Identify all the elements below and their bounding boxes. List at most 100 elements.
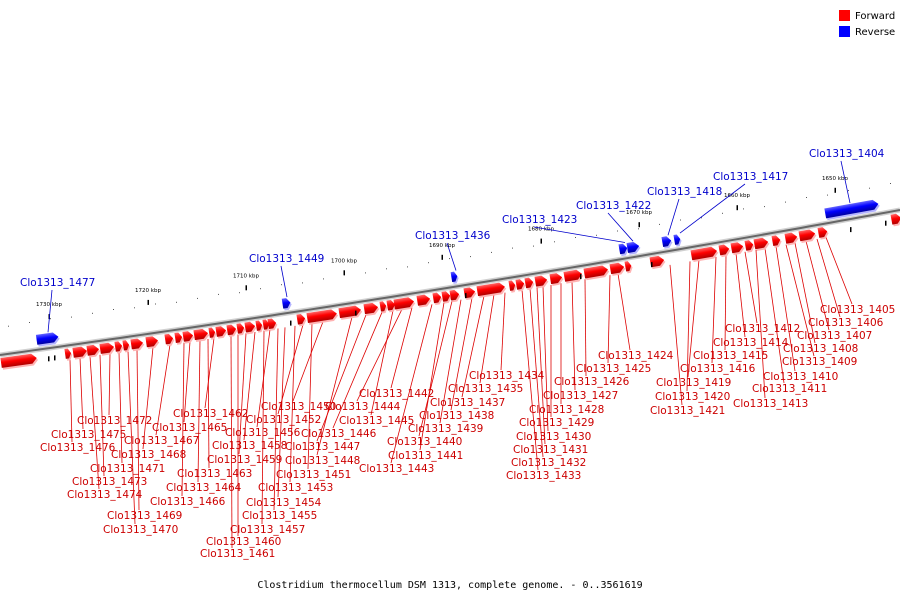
scale-tick-label: 1730 kbp [36,302,62,308]
leader-line [142,347,154,450]
scale-dot [428,262,429,264]
gene-label: Clo1313_1461 [200,548,275,560]
forward-gene-arrow [226,324,238,338]
gene-label: Clo1313_1454 [246,497,322,509]
gene-label: Clo1313_1456 [225,427,301,439]
forward-gene-arrow [296,314,307,327]
gene-label: Clo1313_1455 [242,510,317,522]
leader-line [711,256,717,364]
gene-label: Clo1313_1430 [516,431,591,443]
forward-gene-arrow [416,294,432,308]
forward-gene-arrow [130,338,145,352]
scale-dot [827,194,828,196]
gene-label: Clo1313_1451 [276,469,351,481]
scale-dot [596,234,597,236]
leader-line [204,338,215,409]
scale-dot [806,197,807,198]
feature-mark [355,310,357,316]
forward-gene-arrow [267,318,278,331]
leader-line [667,198,680,236]
gene-label: Clo1313_1457 [230,524,305,536]
forward-gene-arrow [236,323,246,336]
leader-line [136,349,140,511]
scale-dot [92,312,93,314]
gene-label: Clo1313_1467 [124,435,199,447]
scale-tick-label: 1650 kbp [822,176,848,182]
gene-label: Clo1313_1404 [809,148,885,160]
scale-dot [323,278,324,280]
gene-label: Clo1313_1471 [90,463,165,475]
scale-tick [540,238,542,244]
feature-mark [580,274,582,280]
gene-label: Clo1313_1472 [77,415,152,427]
gene-label: Clo1313_1432 [511,457,586,469]
leader-line [356,309,403,402]
gene-label: Clo1313_1466 [150,496,226,508]
scale-dot [386,268,387,270]
leader-line [390,304,433,464]
forward-gene-arrow [563,269,584,284]
leader-line [418,301,453,437]
forward-gene-arrow [817,227,829,240]
reverse-gene-arrow [618,243,629,257]
legend-reverse-label: Reverse [855,27,895,38]
forward-gene-arrow [122,340,131,353]
gene-label: Clo1313_1417 [713,171,788,183]
feature-mark [290,320,292,326]
feature-mark [465,293,467,299]
forward-gene-arrow [583,265,610,281]
gene-label: Clo1313_1425 [576,363,651,375]
leader-line [69,359,73,443]
forward-gene-arrow [193,328,210,342]
gene-label: Clo1313_1458 [212,440,287,452]
feature-mark [885,220,887,226]
scale-tick-label: 1710 kbp [233,273,259,279]
scale-tick [147,299,149,305]
scale-tick-label: 1680 kbp [528,227,554,233]
leader-line [840,160,851,204]
scale-dot [176,301,177,303]
forward-gene-arrow [534,275,549,289]
leader-line [500,292,506,371]
scale-dot [113,309,114,310]
scale-tick [638,222,640,228]
scale-tick-label: 1690 kbp [429,243,455,249]
leader-line [816,238,841,318]
legend-forward-swatch [839,10,850,21]
leader-line [79,357,84,430]
leader-line [805,240,830,331]
leader-line [307,323,313,470]
gene-label: Clo1313_1438 [419,410,494,422]
scale-dot [50,318,51,320]
feature-mark [48,356,50,362]
gene-label: Clo1313_1450 [261,401,336,413]
leader-line [99,354,105,477]
gene-label: Clo1313_1441 [388,450,463,462]
forward-gene-arrow [798,229,817,244]
gene-label: Clo1313_1468 [111,449,186,461]
scale-dot [134,307,135,309]
forward-gene-arrow [441,291,452,304]
scale-dot [239,292,240,294]
scale-tick [245,285,247,291]
gene-label: Clo1313_1419 [656,377,731,389]
gene-label: Clo1313_1474 [67,489,143,501]
gene-label: Clo1313_1437 [430,397,505,409]
gene-label: Clo1313_1439 [408,423,483,435]
leader-line [332,312,383,429]
axis-line [0,209,900,356]
scale-dot [575,237,576,238]
scale-dot [743,208,744,210]
leader-line [461,295,485,398]
forward-gene-arrow [609,262,626,276]
scale-dot [470,256,471,258]
leader-line [785,244,815,357]
gene-label: Clo1313_1411 [752,383,827,395]
gene-label: Clo1313_1453 [258,482,333,494]
leader-line [419,302,445,451]
leader-line [89,356,100,490]
forward-gene-arrow [64,348,73,361]
legend: Forward Reverse [839,10,895,38]
gene-label: Clo1313_1476 [40,442,116,454]
